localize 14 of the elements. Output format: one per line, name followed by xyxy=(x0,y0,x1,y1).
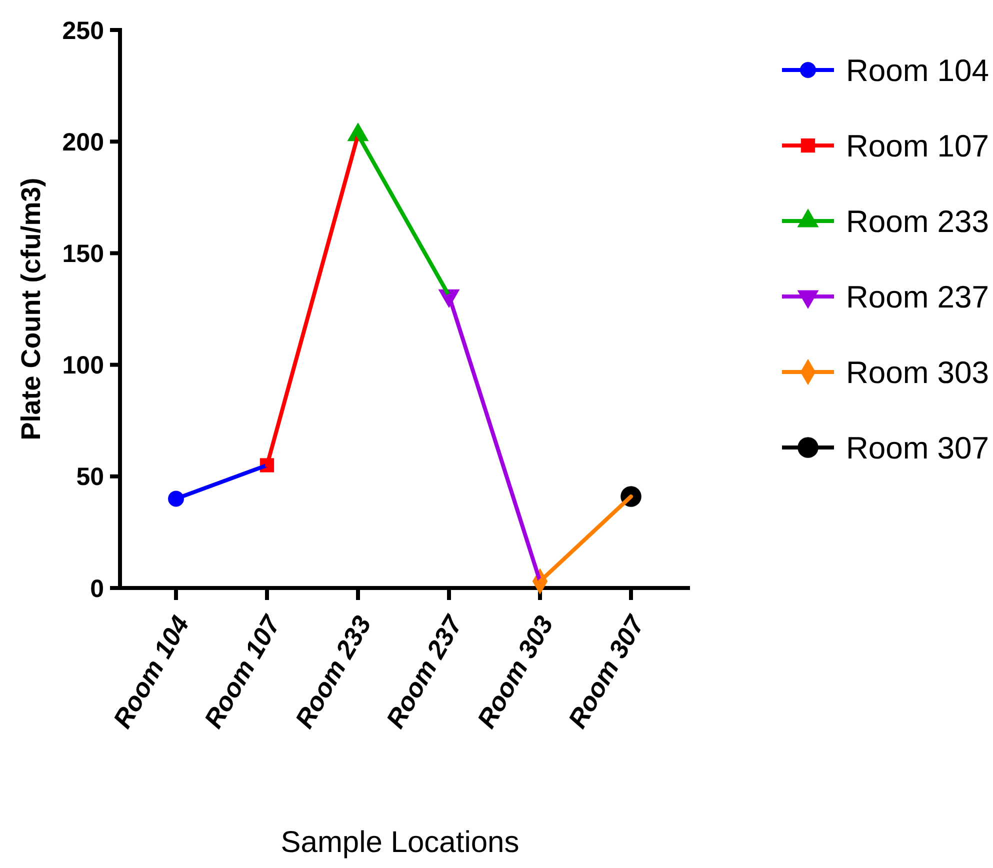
legend-label: Room 107 xyxy=(846,128,990,164)
y-tick-label: 150 xyxy=(62,240,104,268)
y-tick-label: 50 xyxy=(76,463,104,492)
legend-label: Room 233 xyxy=(846,204,990,239)
legend-label: Room 303 xyxy=(846,354,990,390)
y-tick-label: 0 xyxy=(90,574,104,603)
legend-label: Room 307 xyxy=(846,430,990,466)
y-tick-label: 250 xyxy=(62,16,104,45)
legend-label: Room 104 xyxy=(846,52,990,88)
legend-label: Room 237 xyxy=(846,279,990,314)
y-axis-title: Plate Count (cfu/m3) xyxy=(16,178,46,440)
y-tick-label: 200 xyxy=(62,128,104,156)
y-tick-label: 100 xyxy=(62,352,104,380)
x-axis-title: Sample Locations xyxy=(280,826,520,859)
